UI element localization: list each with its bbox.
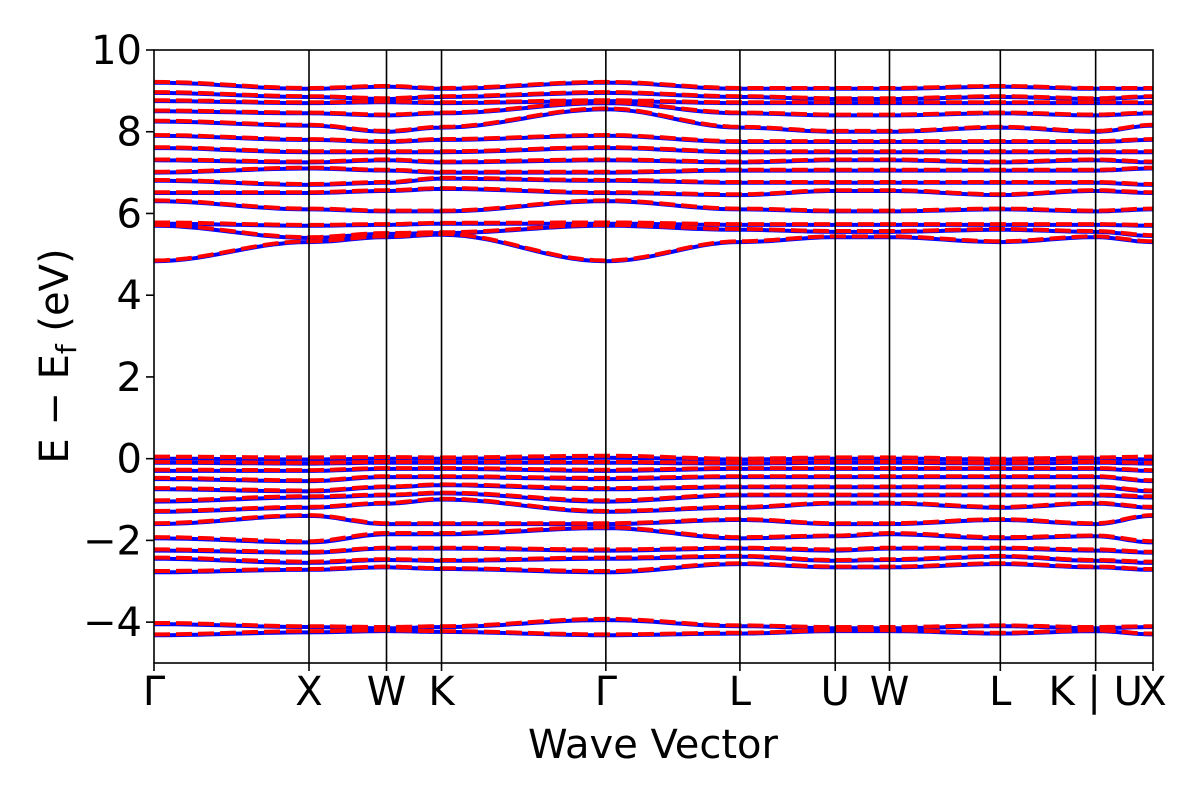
series-spin-up — [153, 80, 1154, 638]
y-tick-label: −2 — [83, 518, 142, 564]
x-tick-label: W — [367, 669, 407, 715]
band-line — [153, 106, 1154, 133]
y-axis-title: E − Ef (eV) — [32, 248, 83, 463]
kpoint-lines — [308, 50, 1097, 663]
y-axis-ticks: −4 −2 0 2 4 6 8 10 — [83, 28, 154, 646]
y-tick-label: 0 — [117, 437, 142, 483]
y-tick-label: −4 — [83, 600, 142, 646]
y-tick-label: 2 — [117, 355, 142, 401]
y-axis-title-unit: (eV) — [32, 248, 78, 344]
x-tick-label: Γ — [143, 669, 166, 715]
bands-layer — [153, 79, 1154, 638]
band-line — [153, 231, 1154, 263]
band-line — [154, 553, 1154, 564]
y-axis-title-main: E − E — [32, 354, 78, 464]
x-tick-label: K — [428, 669, 456, 715]
y-axis-title-subscript: f — [50, 343, 83, 354]
x-tick-label: X — [295, 669, 322, 715]
x-tick-label: K | U — [1048, 669, 1142, 715]
x-tick-label: U — [821, 669, 850, 715]
x-tick-label: L — [989, 669, 1012, 715]
x-tick-label: Γ — [595, 669, 618, 715]
plot-frame — [153, 49, 1154, 664]
y-tick-label: 4 — [117, 273, 142, 319]
x-tick-label: W — [870, 669, 910, 715]
y-tick-label: 6 — [117, 191, 142, 237]
y-tick-label: 8 — [117, 110, 142, 156]
x-tick-label: L — [729, 669, 752, 715]
x-axis-title: Wave Vector — [528, 722, 779, 768]
x-tick-label: X — [1139, 669, 1166, 715]
y-tick-label: 10 — [91, 28, 142, 74]
